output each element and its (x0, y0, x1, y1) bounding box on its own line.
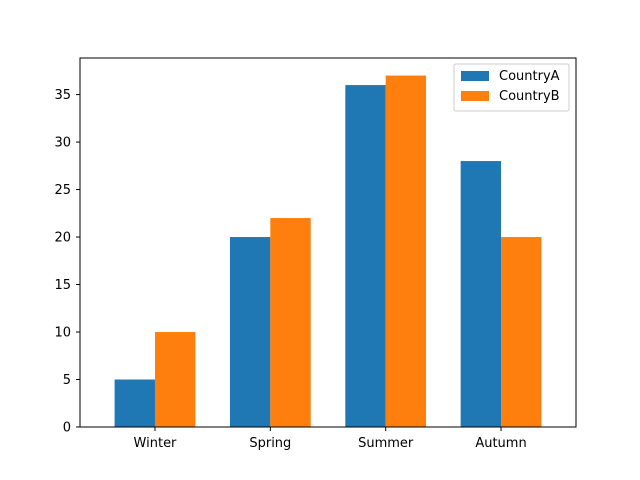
y-tick-label-10: 10 (54, 326, 71, 341)
x-tick-label-summer: Summer (358, 436, 414, 451)
bar-countrya-summer (345, 85, 386, 427)
legend-swatch-countryb (461, 91, 489, 101)
y-tick-label-15: 15 (54, 278, 71, 293)
y-tick-label-5: 5 (63, 373, 71, 388)
y-tick-label-30: 30 (54, 136, 71, 151)
legend-swatch-countrya (461, 71, 489, 81)
y-axis: 0 5 10 15 20 25 30 35 (54, 88, 80, 436)
bar-countryb-winter (154, 332, 196, 427)
x-tick-label-autumn: Autumn (475, 436, 526, 451)
legend: CountryA CountryB (453, 63, 570, 112)
x-axis: Winter Spring Summer Autumn (134, 427, 527, 451)
bar-countryb-summer (385, 75, 427, 427)
y-tick-label-20: 20 (54, 231, 71, 246)
legend-label-countrya: CountryA (499, 69, 560, 84)
y-tick-label-0: 0 (63, 421, 71, 436)
legend-label-countryb: CountryB (499, 89, 560, 104)
x-tick-label-spring: Spring (249, 436, 291, 451)
bar-countrya-winter (114, 379, 155, 427)
bar-countrya-spring (229, 237, 271, 427)
y-tick-label-35: 35 (54, 88, 71, 103)
plot-frame (79, 57, 577, 428)
bar-countrya-autumn (460, 161, 502, 428)
bar-countryb-autumn (501, 237, 542, 427)
bars-layer (114, 75, 542, 428)
bar-countryb-spring (270, 218, 311, 427)
x-tick-label-winter: Winter (134, 436, 178, 451)
y-tick-label-25: 25 (54, 183, 71, 198)
